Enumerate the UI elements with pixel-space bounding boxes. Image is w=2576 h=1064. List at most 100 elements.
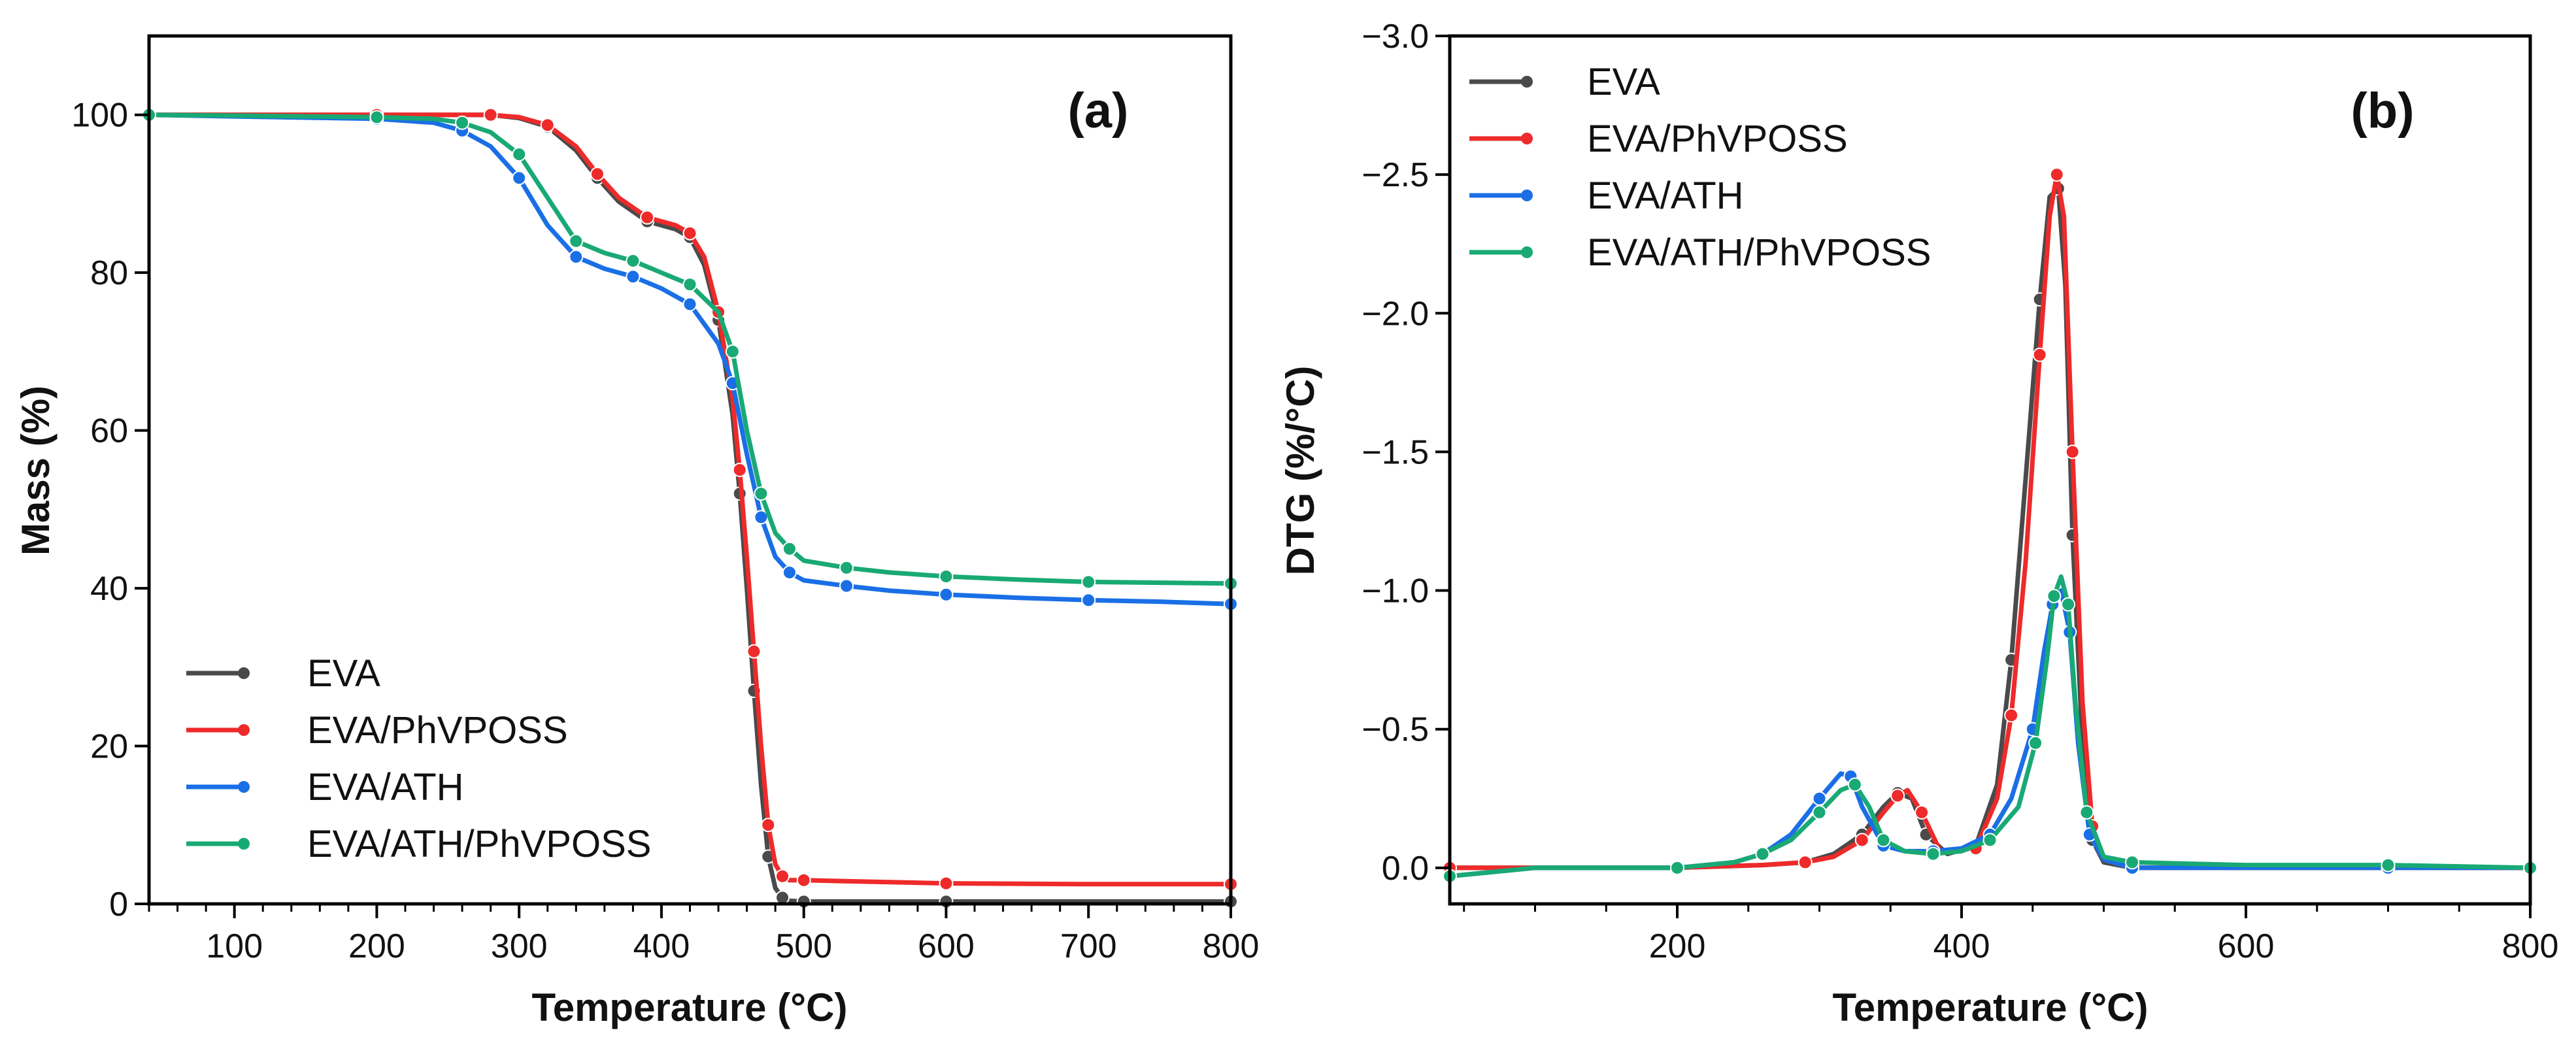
panel-b-line-eva-phvposs [1447,172,2533,871]
panel-a-point-eva-ath-phvposs [626,254,641,269]
panel-a-point-eva-ath-phvposs [754,486,769,501]
legend-marker-eva-ath [1521,190,1533,201]
panel-b-point-eva-ath-phvposs [2079,805,2094,820]
panel-a-y-tick-label-2: 40 [90,570,128,608]
panel-b-series-layer [1443,167,2537,884]
panel-a-point-eva-ath-phvposs [1081,574,1096,590]
panel-b-line-eva-ath [1447,588,2533,879]
panel-b-point-eva-ath-phvposs [1755,846,1770,861]
panel-b-x-axis-title: Temperature (°C) [1833,986,2149,1029]
panel-a-point-eva-phvposs [746,644,761,659]
panel-a-line-eva-ath-phvposs [146,112,1233,586]
panel-a-point-eva-ath-phvposs [455,115,470,130]
legend-label-eva-ath-phvposs: EVA/ATH/PhVPOSS [307,823,651,865]
legend-marker-eva [238,667,250,679]
panel-a-point-eva-ath [512,171,527,186]
panel-a-x-axis-title: Temperature (°C) [532,986,848,1029]
legend-marker-eva-phvposs [238,724,250,736]
panel-b-y-tick-label-0: 0.0 [1382,850,1429,888]
panel-b-point-eva-ath-phvposs [1926,846,1941,861]
panel-b-plot-frame [1448,34,2532,906]
legend-label-eva-phvposs: EVA/PhVPOSS [1587,118,1848,160]
panel-a-point-eva-ath-phvposs [782,541,797,556]
panel-b-y-tick-label-4: −2.0 [1362,295,1429,333]
panel-b-legend-item-eva-phvposs: EVA/PhVPOSS [1469,118,1848,160]
panel-a-y-tick-label-5: 100 [71,97,128,135]
panel-b-point-eva-phvposs [1854,833,1869,848]
panel-b-legend-item-eva-ath: EVA/ATH [1469,175,1744,217]
panel-b-legend: EVA EVA/PhVPOSS EVA/ATH EVA/ATH/PhVPOSS [1469,61,1931,274]
panel-b-y-tick-label-3: −1.5 [1362,433,1429,471]
panel-b-series-eva-phvposs [1443,167,2537,875]
panel-a-point-eva-ath-phvposs [725,344,740,359]
panel-b-point-eva-ath-phvposs [1670,860,1684,875]
panel-a-series-eva-ath-phvposs [142,107,1238,591]
panel-b-y-axis-title: DTG (%/°C) [1279,366,1322,576]
panel-b-point-eva-ath-phvposs [1847,777,1862,792]
panel-a-legend-item-eva-ath-phvposs: EVA/ATH/PhVPOSS [186,823,651,865]
panel-a-point-eva-ath [626,269,641,284]
panel-a-legend-item-eva: EVA [186,652,380,695]
panel-b-y-tick-label-6: −3.0 [1362,18,1429,56]
panel-a-y-tick-label-0: 0 [109,886,128,923]
legend-marker-eva-phvposs [1521,133,1533,144]
panel-a-point-eva-ath [1081,593,1096,608]
panel-a-point-eva-phvposs [939,876,954,891]
panel-b-point-eva-phvposs [2032,347,2047,362]
panel-a-x-tick-label-200: 200 [348,927,405,965]
panel-a-series-eva-ath [142,107,1238,612]
panel-b-point-eva-ath-phvposs [2028,735,2043,750]
panel-b-ticks-layer: 200 400 600 800 0.0 −0.5 −1.0 −1.5 −2.0 −2.5 −3.0 [1362,18,2558,965]
panel-b-point-eva-phvposs [1798,855,1813,870]
panel-a-label: (a) [1068,83,1129,139]
panel-b-legend-item-eva-ath-phvposs: EVA/ATH/PhVPOSS [1469,231,1931,274]
panel-b-point-eva-ath [1812,791,1827,806]
panel-a-y-tick-label-1: 20 [90,728,128,766]
panel-b-point-eva-phvposs [1915,805,1930,820]
panel-a-line-eva-ath [146,112,1233,607]
legend-label-eva-ath: EVA/ATH [1587,175,1744,217]
panel-b-point-eva-ath-phvposs [2381,857,2396,873]
panel-a-y-tick-label-3: 60 [90,412,128,450]
panel-a-point-eva-phvposs [761,818,776,833]
legend-label-eva-phvposs: EVA/PhVPOSS [307,709,568,752]
panel-b-legend-item-eva: EVA [1469,61,1660,103]
panel-b-y-tick-label-1: −0.5 [1362,711,1429,749]
panel-a-legend-item-eva-ath: EVA/ATH [186,766,464,808]
panel-b-line-eva-ath-phvposs [1447,574,2533,879]
panel-b-point-eva-phvposs [2004,708,2019,723]
panel-b-point-eva-ath-phvposs [1982,833,1998,848]
panel-b-x-tick-label-600: 600 [2218,927,2275,965]
legend-marker-eva-ath-phvposs [238,838,250,850]
legend-label-eva-ath: EVA/ATH [307,766,464,808]
legend-label-eva-ath-phvposs: EVA/ATH/PhVPOSS [1587,231,1931,274]
panel-b-series-eva-ath-phvposs [1443,574,2537,884]
panel-b-dtg-chart: 200 400 600 8000.0−0.5−1.0−1.5−2.0−2.5−3.0 … [1279,18,2558,1029]
panel-a-mass-chart: 100 200 300 400 500 600 700 800 0 20 40 60 80 100 Tem… [14,34,1259,1029]
panel-a-point-eva-phvposs [540,118,555,133]
panel-a-point-eva-ath-phvposs [839,560,854,575]
panel-a-point-eva-phvposs [640,210,655,225]
legend-marker-eva [1521,76,1533,88]
panel-a-point-eva-ath-phvposs [369,110,384,125]
panel-b-point-eva-phvposs [1890,788,1905,803]
panel-a-point-eva-ath-phvposs [939,569,954,584]
panel-b-label: (b) [2350,83,2414,139]
panel-a-point-eva-ath [569,250,584,265]
panel-a-point-eva-phvposs [732,463,747,477]
panel-b-x-tick-label-800: 800 [2502,927,2559,965]
panel-a-y-axis-title: Mass (%) [14,386,58,556]
panel-a-point-eva-phvposs [796,873,811,888]
panel-a-point-eva-phvposs [483,107,498,122]
panel-a-point-eva-ath [682,297,697,312]
legend-marker-eva-ath [238,781,250,793]
panel-b-line-eva [1447,186,2533,871]
panel-a-point-eva-ath-phvposs [569,233,584,248]
panel-a-point-eva-ath-phvposs [682,277,697,292]
panel-b-x-tick-label-200: 200 [1649,927,1706,965]
panel-a-point-eva [775,890,790,905]
panel-a-point-eva-ath [782,565,797,580]
panel-a-point-eva-ath-phvposs [512,147,527,162]
panel-a-x-tick-label-300: 300 [491,927,548,965]
